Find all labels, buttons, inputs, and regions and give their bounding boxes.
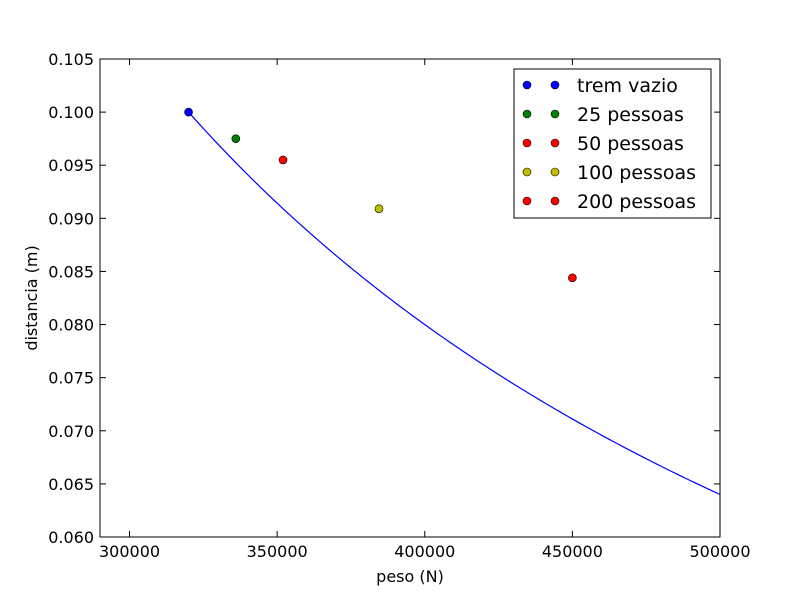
legend-marker — [550, 109, 560, 119]
legend-entry: trem vazio — [577, 75, 678, 97]
data-point — [278, 155, 288, 165]
legend-marker — [522, 167, 532, 177]
y-axis: 0.060 0.065 0.070 0.075 0.080 0.085 0.090 0.095… — [48, 50, 720, 547]
axes-frame — [99, 58, 721, 538]
legend: trem vazio 25 pessoas 50 pessoas 100 pessoa… — [513, 68, 712, 219]
legend-marker — [522, 109, 532, 119]
x-tick-label: 300000 — [99, 542, 160, 561]
plot-area — [99, 58, 721, 538]
x-tick-label: 450000 — [542, 542, 603, 561]
data-point — [231, 134, 241, 143]
x-axis-label: peso (N) — [376, 567, 444, 586]
data-point — [374, 204, 384, 214]
x-axis: 300000 350000 400000 450000 500000 — [99, 59, 751, 561]
legend-marker — [522, 138, 532, 148]
y-tick-label: 0.090 — [48, 209, 94, 228]
y-tick-label: 0.075 — [48, 369, 94, 388]
legend-marker — [550, 138, 560, 148]
x-tick-label: 350000 — [247, 542, 308, 561]
legend-marker — [522, 196, 532, 206]
fit-curve — [188, 111, 721, 496]
y-tick-label: 0.085 — [48, 262, 94, 281]
legend-marker — [550, 167, 560, 177]
legend-entry: 100 pessoas — [577, 162, 696, 184]
y-tick-label: 0.100 — [48, 103, 94, 122]
legend-entry: 200 pessoas — [577, 191, 696, 213]
y-tick-label: 0.060 — [48, 528, 94, 547]
legend-entry: 50 pessoas — [577, 133, 684, 155]
y-tick-label: 0.105 — [48, 50, 94, 69]
legend-marker — [550, 196, 560, 206]
y-tick-label: 0.095 — [48, 156, 94, 175]
y-tick-label: 0.070 — [48, 422, 94, 441]
legend-marker — [550, 80, 560, 90]
legend-box — [513, 68, 712, 219]
legend-entry: 25 pessoas — [577, 104, 684, 126]
x-tick-label: 500000 — [689, 542, 750, 561]
y-axis-label: distancia (m) — [22, 245, 41, 350]
x-tick-label: 400000 — [394, 542, 455, 561]
data-point — [568, 273, 577, 283]
data-point — [184, 107, 193, 117]
y-tick-label: 0.065 — [48, 475, 94, 494]
legend-marker — [522, 80, 532, 90]
y-tick-label: 0.080 — [48, 316, 94, 335]
